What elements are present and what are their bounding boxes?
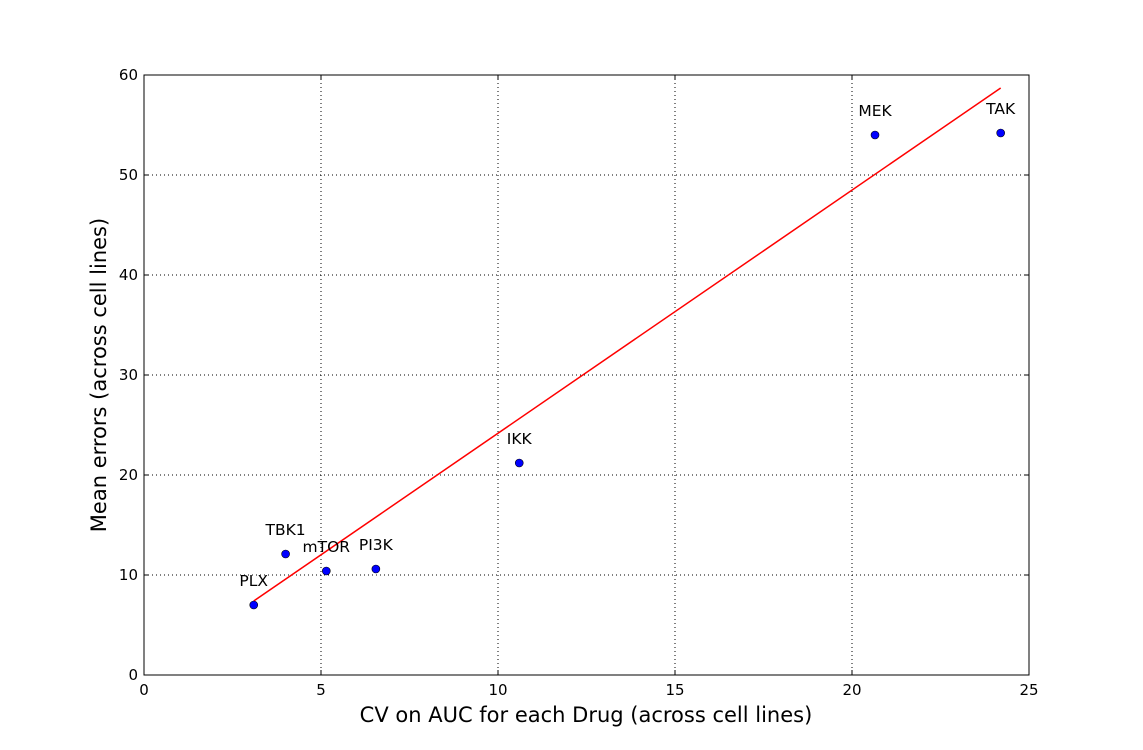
data-point	[249, 600, 259, 610]
x-axis-title: CV on AUC for each Drug (across cell lin…	[360, 703, 813, 727]
data-point	[281, 549, 290, 559]
x-tick-label: 25	[1019, 681, 1038, 699]
data-point	[371, 564, 381, 574]
axis-ticks: 0 5 10 15 20 25 0 10 20 30 40 50 60	[119, 66, 1039, 699]
point-label: TBK1	[265, 521, 306, 539]
x-tick-label: 0	[139, 681, 149, 699]
data-point	[322, 566, 331, 576]
x-tick-label: 10	[488, 681, 507, 699]
x-tick-label: 15	[665, 681, 684, 699]
y-tick-label: 50	[119, 166, 138, 184]
point-label: PI3K	[359, 536, 394, 554]
data-point	[996, 128, 1005, 138]
point-label: MEK	[858, 102, 892, 120]
y-tick-label: 0	[128, 666, 138, 684]
y-tick-label: 30	[119, 366, 138, 384]
fit-line-group	[253, 87, 1002, 602]
y-tick-label: 40	[119, 266, 138, 284]
x-tick-label: 5	[316, 681, 326, 699]
data-point	[514, 458, 524, 468]
y-tick-label: 20	[119, 466, 138, 484]
data-point	[870, 130, 880, 140]
point-label: mTOR	[303, 538, 351, 556]
grid-lines	[144, 75, 1029, 675]
point-label: IKK	[507, 430, 533, 448]
fit-line	[253, 87, 1002, 602]
y-tick-label: 10	[119, 566, 138, 584]
data-points	[249, 128, 1005, 610]
point-label: PLX	[239, 572, 268, 590]
y-axis-title: Mean errors (across cell lines)	[87, 218, 111, 532]
x-tick-label: 20	[842, 681, 861, 699]
point-label: TAK	[985, 100, 1016, 118]
y-tick-label: 60	[119, 66, 138, 84]
